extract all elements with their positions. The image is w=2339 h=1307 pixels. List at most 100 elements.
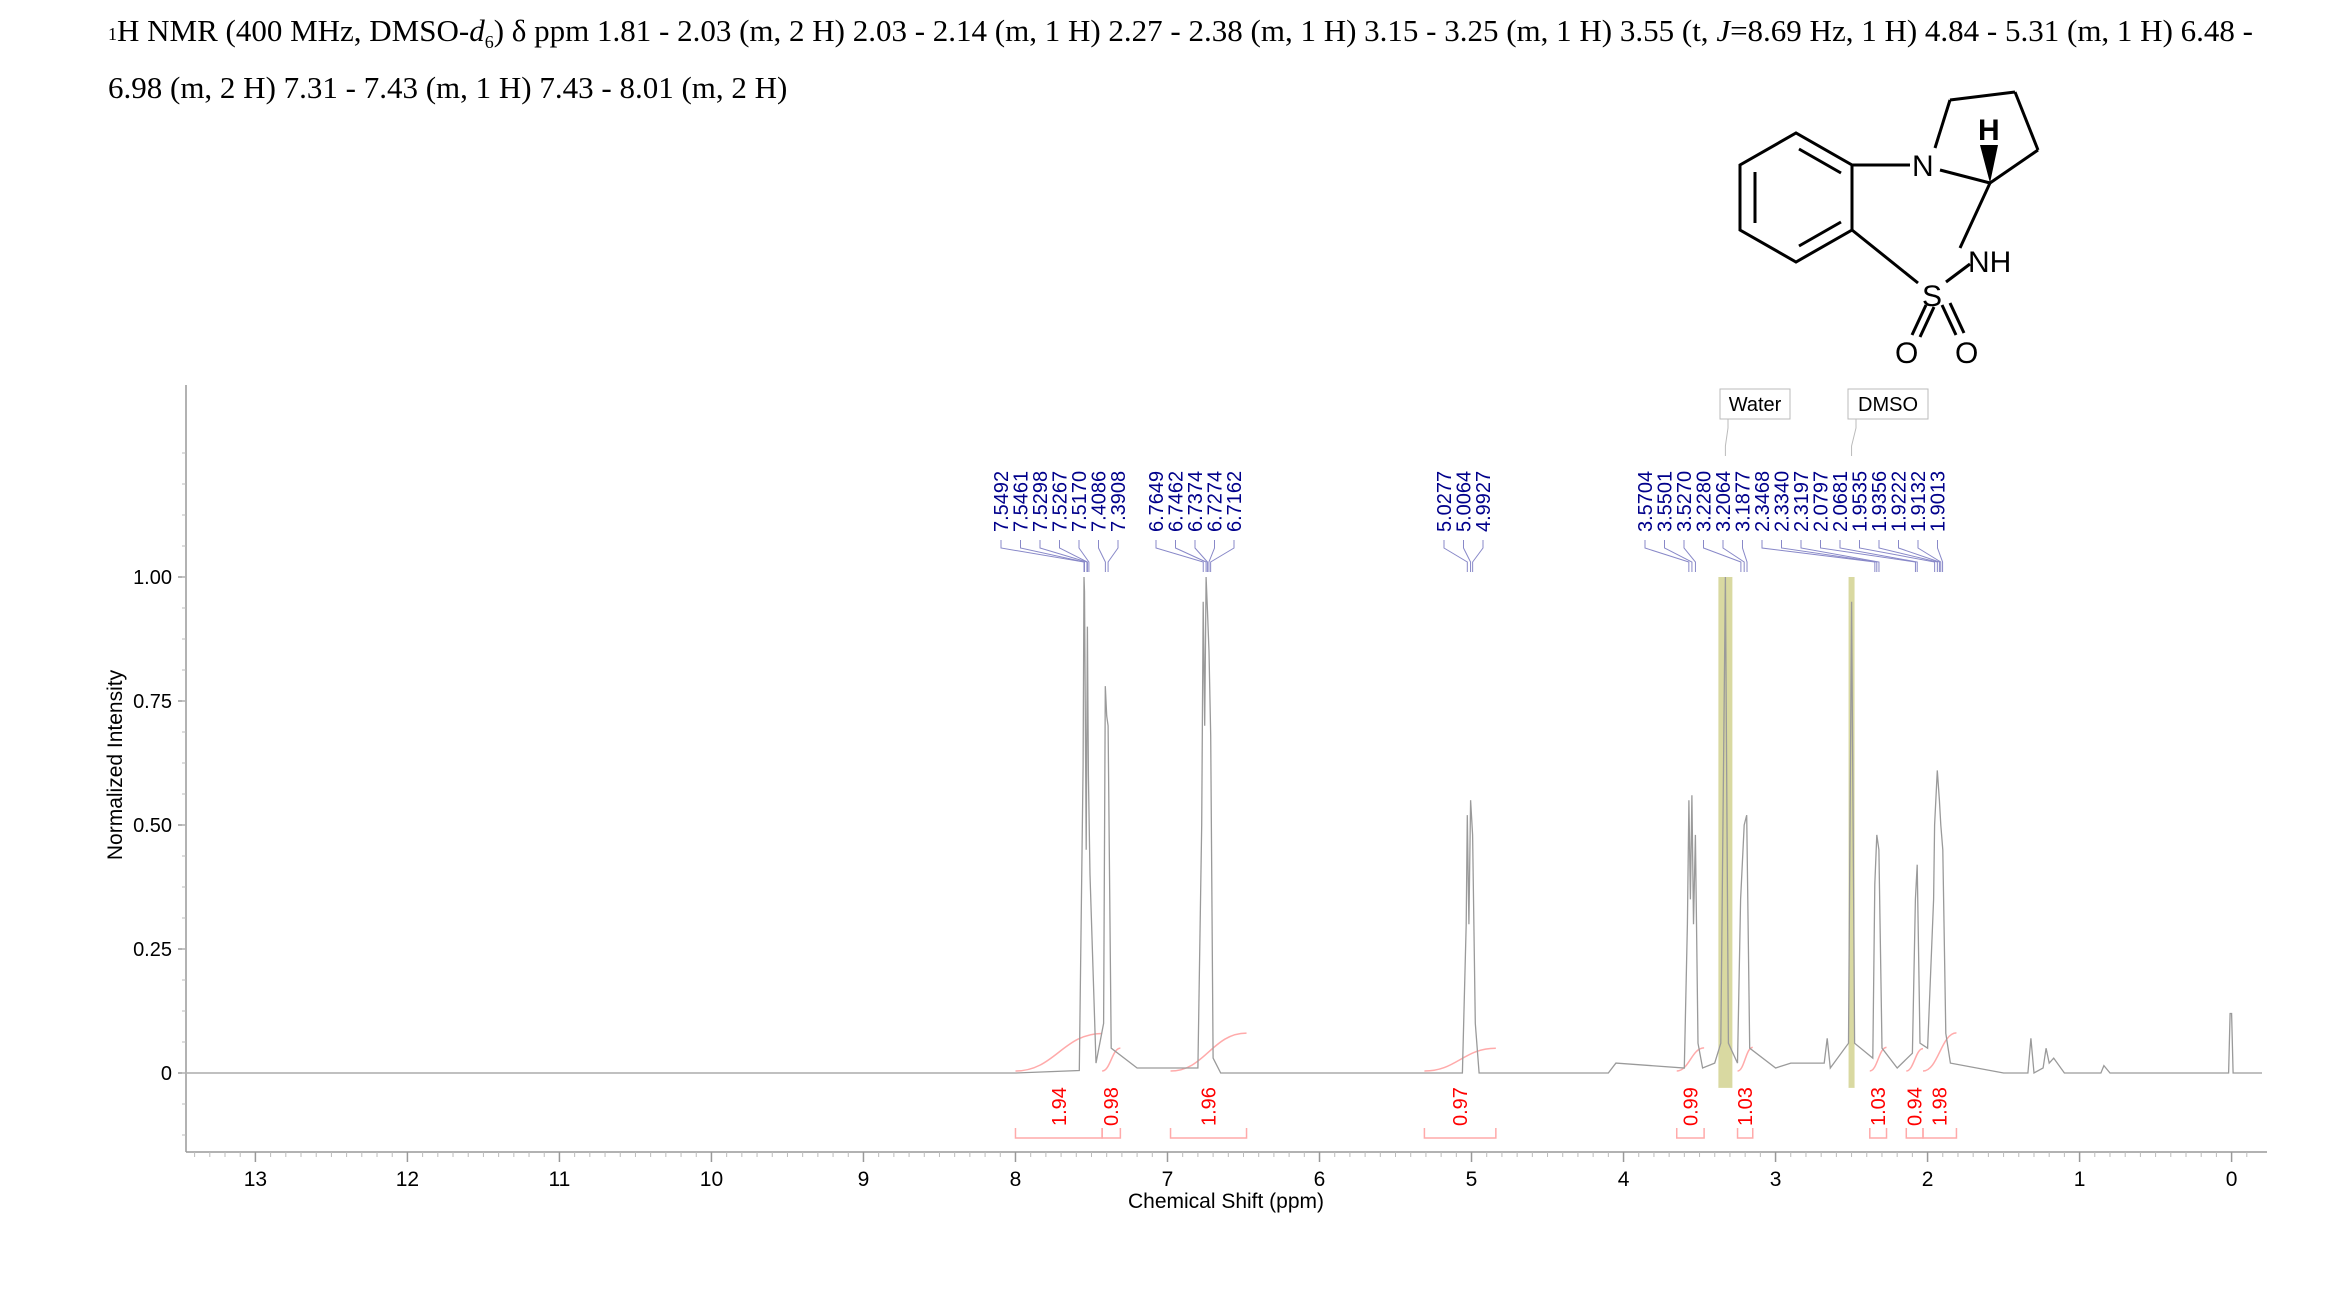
integral-bracket bbox=[1169, 1128, 1248, 1139]
peak-label-connector bbox=[1683, 540, 1696, 572]
peak-label: 2.3468 bbox=[1752, 471, 1774, 532]
peak-label-connector bbox=[1859, 540, 1936, 572]
integral-label: 0.98 bbox=[1101, 1087, 1123, 1126]
peak-label: 2.3340 bbox=[1772, 471, 1794, 532]
solvent-subscript: 6 bbox=[484, 32, 494, 53]
peak-label: 3.5704 bbox=[1635, 471, 1657, 532]
peak-label: 6.7649 bbox=[1146, 471, 1168, 532]
peak-label-connector bbox=[1742, 540, 1748, 572]
bond-s-o1-a bbox=[1910, 304, 1928, 336]
x-tick-label: 6 bbox=[1314, 1168, 1326, 1191]
integral-label: 1.03 bbox=[1868, 1087, 1890, 1126]
peak-label: 1.9132 bbox=[1908, 471, 1930, 532]
x-tick-label: 5 bbox=[1466, 1168, 1478, 1191]
integral-curve bbox=[1101, 1047, 1121, 1072]
integral-label: 0.94 bbox=[1905, 1087, 1927, 1126]
solvent-band bbox=[1848, 577, 1855, 1088]
peak-label-connector bbox=[1463, 540, 1472, 572]
atom-nh: NH bbox=[1968, 246, 2011, 279]
x-tick-label: 9 bbox=[858, 1168, 870, 1191]
y-tick-label: 0 bbox=[161, 1063, 172, 1085]
peak-label: 4.9927 bbox=[1473, 471, 1495, 532]
peak-label-connector bbox=[1098, 540, 1106, 572]
peak-label: 2.0797 bbox=[1811, 471, 1833, 532]
nucleus-mass: 1 bbox=[108, 24, 117, 44]
integral-curve bbox=[1869, 1046, 1887, 1072]
peak-label: 7.5267 bbox=[1050, 471, 1072, 532]
peak-label-connector bbox=[1472, 540, 1484, 572]
peak-label: 1.9013 bbox=[1928, 471, 1950, 532]
peak-label-connector bbox=[1644, 540, 1690, 572]
y-tick-label: 0.25 bbox=[133, 939, 172, 961]
peak-label: 3.1877 bbox=[1733, 471, 1755, 532]
bond-n-ch bbox=[1939, 168, 1991, 185]
peak-label-connector bbox=[1078, 540, 1090, 572]
atom-n: N bbox=[1912, 150, 1934, 183]
peak-label: 7.5170 bbox=[1069, 471, 1091, 532]
peak-label-connector bbox=[1020, 540, 1085, 572]
peak-label-connector bbox=[1194, 540, 1208, 572]
bond-ch-nh bbox=[1958, 182, 1992, 249]
peak-label: 3.5501 bbox=[1655, 471, 1677, 532]
spectrum-description: 1H NMR (400 MHz, DMSO-d6) δ ppm 1.81 - 2… bbox=[108, 8, 2308, 110]
peak-label-connector bbox=[1722, 540, 1745, 572]
bond-ring-2 bbox=[2013, 91, 2040, 151]
peak-label: 1.9222 bbox=[1889, 471, 1911, 532]
peak-label-connector bbox=[1664, 540, 1693, 572]
atom-o2: O bbox=[1955, 337, 1978, 370]
peak-label: 6.7462 bbox=[1166, 471, 1188, 532]
bond-ring-3 bbox=[1989, 148, 2039, 185]
integral-curve bbox=[1922, 1032, 1957, 1072]
solvent-label-box bbox=[1847, 388, 1929, 420]
bond-ring-1 bbox=[1949, 90, 2016, 102]
solvent-label-box bbox=[1719, 388, 1791, 420]
integrals: 1.94 0.98 1.96 0.97 0.99 1.03 1.03 0.94 1.98 bbox=[1014, 1087, 1958, 1139]
peak-label-connector bbox=[1000, 540, 1085, 572]
solvent-label-connector bbox=[1851, 419, 1857, 456]
bond-n-ch2 bbox=[1933, 99, 1952, 149]
solvent-label: Water bbox=[1729, 394, 1782, 416]
peak-label-connector bbox=[1839, 540, 1918, 572]
peak-label: 3.2064 bbox=[1713, 471, 1735, 532]
integral-curve bbox=[1737, 1046, 1754, 1072]
peak-label-connector bbox=[1781, 540, 1878, 572]
y-tick-label: 0.75 bbox=[133, 691, 172, 713]
solvent-label-connector bbox=[1724, 419, 1729, 456]
benzene-ring bbox=[1738, 131, 1854, 264]
bond-c-s bbox=[1851, 228, 1919, 285]
x-tick-label: 11 bbox=[549, 1168, 571, 1191]
peak-label-connector bbox=[1898, 540, 1940, 572]
peak-label: 3.5270 bbox=[1674, 471, 1696, 532]
integral-label: 0.99 bbox=[1680, 1087, 1702, 1126]
bond-s-o2-b bbox=[1948, 302, 1966, 334]
peak-label: 2.0681 bbox=[1830, 471, 1852, 532]
y-axis-title: Normalized Intensity bbox=[104, 669, 127, 860]
integral-label: 0.97 bbox=[1450, 1087, 1472, 1126]
peak-label: 7.4086 bbox=[1089, 471, 1111, 532]
peak-label-connector bbox=[1059, 540, 1088, 572]
atom-h: H bbox=[1978, 114, 2000, 147]
integral-label: 1.96 bbox=[1199, 1087, 1221, 1126]
integral-curves bbox=[1015, 1032, 1957, 1072]
x-tick-label: 7 bbox=[1162, 1168, 1174, 1191]
integral-curve bbox=[1170, 1032, 1247, 1072]
integral-label: 1.98 bbox=[1930, 1087, 1952, 1126]
benzene-double-bond-3 bbox=[1798, 220, 1842, 248]
x-tick-label: 2 bbox=[1922, 1168, 1934, 1191]
x-tick-label: 3 bbox=[1770, 1168, 1782, 1191]
x-tick-label: 8 bbox=[1010, 1168, 1022, 1191]
molecule-structure bbox=[1738, 90, 2040, 338]
peak-label: 5.0277 bbox=[1434, 471, 1456, 532]
integral-bracket bbox=[1922, 1128, 1958, 1139]
peak-label: 6.7274 bbox=[1205, 471, 1227, 532]
peak-label-connector bbox=[1703, 540, 1742, 572]
integral-curve bbox=[1906, 1047, 1924, 1072]
peak-label: 2.3197 bbox=[1791, 471, 1813, 532]
coupling-j: J bbox=[1716, 13, 1731, 48]
y-tick-label: 0.50 bbox=[133, 815, 172, 837]
header-text-1: H NMR (400 MHz, DMSO- bbox=[117, 13, 470, 48]
integral-curve bbox=[1015, 1032, 1103, 1072]
x-axis-title: Chemical Shift (ppm) bbox=[1128, 1190, 1324, 1213]
solvent-d: d bbox=[469, 13, 485, 48]
